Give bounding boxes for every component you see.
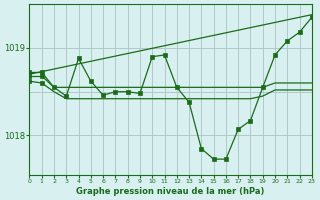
X-axis label: Graphe pression niveau de la mer (hPa): Graphe pression niveau de la mer (hPa) bbox=[76, 187, 265, 196]
